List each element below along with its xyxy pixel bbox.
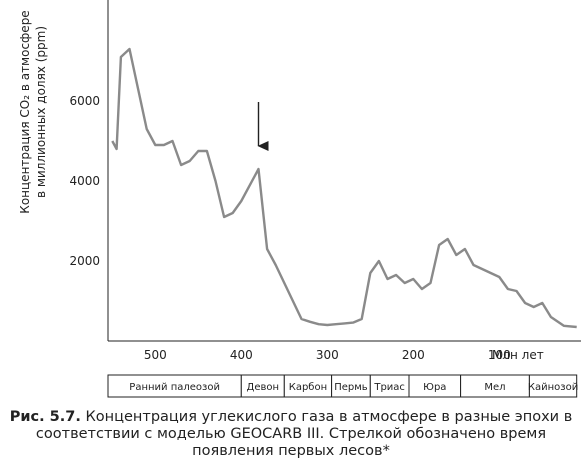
caption-lead: Рис. 5.7. (9, 409, 81, 425)
x-tick-label: 100 (488, 348, 511, 362)
era-label: Девон (247, 382, 280, 393)
x-tick-label: 300 (316, 348, 339, 362)
era-label: Триас (373, 382, 405, 393)
caption-text: Концентрация углекислого газа в атмосфер… (35, 409, 573, 459)
y-tick-label: 4000 (69, 174, 100, 188)
era-label: Пермь (334, 382, 368, 393)
era-label: Ранний палеозой (129, 382, 220, 393)
figure-caption: Рис. 5.7. Концентрация углекислого газа … (6, 409, 576, 460)
x-ticks: 500 400 300 200 100 (144, 348, 511, 362)
y-tick-label: 6000 (69, 94, 100, 108)
co2-line-chart: Концентрация CO₂ в атмосфере в миллионны… (18, 0, 581, 398)
y-ticks: 2000 4000 6000 (69, 94, 100, 268)
y-axis-label-line2: в миллионных долях (ppm) (34, 26, 48, 198)
y-axis-label-line1: Концентрация CO₂ в атмосфере (18, 10, 32, 213)
co2-series-line (111, 47, 577, 329)
era-label: Мел (484, 382, 505, 393)
x-tick-label: 400 (230, 348, 253, 362)
era-box (528, 374, 578, 398)
x-tick-label: 200 (402, 348, 425, 362)
era-label: Юра (423, 382, 446, 393)
x-tick-label: 500 (144, 348, 167, 362)
era-label: Кайнозой (528, 382, 578, 393)
x-axis-label: Млн лет (492, 348, 544, 362)
era-bar: Ранний палеозой Девон Карбон Пермь Триас Юра М… (107, 374, 578, 398)
era-label: Карбон (289, 382, 327, 393)
y-tick-label: 2000 (69, 254, 100, 268)
y-axis-label: Концентрация CO₂ в атмосфере в миллионны… (18, 10, 48, 213)
